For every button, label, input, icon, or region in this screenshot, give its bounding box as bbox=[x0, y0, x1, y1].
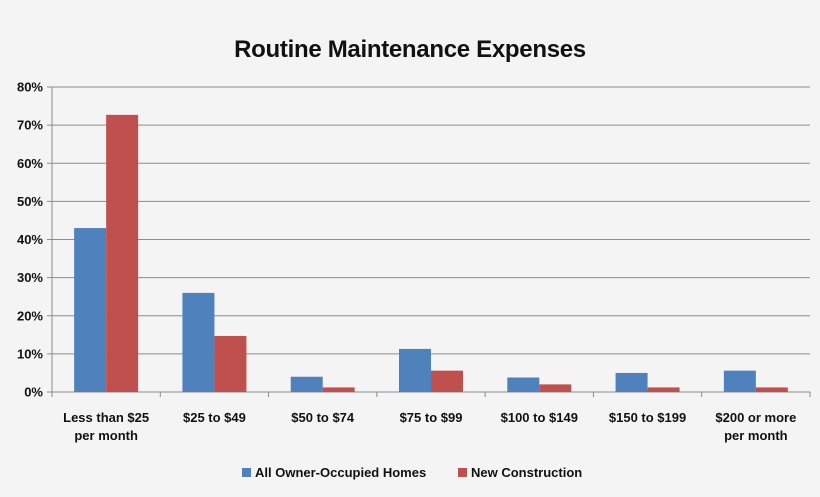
bar bbox=[723, 370, 756, 392]
bar bbox=[507, 377, 540, 392]
bar bbox=[74, 228, 107, 392]
bar bbox=[539, 384, 572, 392]
bar bbox=[399, 348, 431, 392]
y-tick-label: 30% bbox=[17, 270, 43, 285]
x-tick-label: $75 to $99 bbox=[400, 410, 463, 425]
y-tick-label: 20% bbox=[17, 308, 43, 323]
x-tick-label: $25 to $49 bbox=[183, 410, 246, 425]
bar bbox=[290, 376, 323, 392]
bar bbox=[182, 292, 215, 392]
bar bbox=[755, 387, 788, 392]
y-tick-label: 70% bbox=[17, 118, 43, 133]
x-tick-label: $150 to $199 bbox=[609, 410, 686, 425]
bar bbox=[615, 372, 648, 392]
legend-swatch bbox=[242, 468, 251, 477]
legend-label: New Construction bbox=[471, 465, 582, 480]
bar bbox=[214, 335, 247, 392]
x-tick-label: Less than $25 per month bbox=[63, 410, 149, 443]
y-tick-label: 60% bbox=[17, 156, 43, 171]
bar bbox=[431, 370, 463, 392]
bar bbox=[322, 387, 355, 392]
y-tick-label: 10% bbox=[17, 346, 43, 361]
bar bbox=[106, 114, 139, 393]
y-tick-label: 80% bbox=[17, 80, 43, 95]
legend-label: All Owner-Occupied Homes bbox=[255, 465, 426, 480]
chart-title: Routine Maintenance Expenses bbox=[234, 36, 586, 63]
y-tick-label: 50% bbox=[17, 194, 43, 209]
y-tick-label: 0% bbox=[24, 385, 43, 400]
x-tick-label: $50 to $74 bbox=[291, 410, 355, 425]
legend-swatch bbox=[458, 468, 467, 477]
y-tick-label: 40% bbox=[17, 232, 43, 247]
bar bbox=[647, 387, 680, 392]
x-tick-label: $100 to $149 bbox=[501, 410, 578, 425]
x-tick-label: $200 or more per month bbox=[715, 410, 796, 443]
